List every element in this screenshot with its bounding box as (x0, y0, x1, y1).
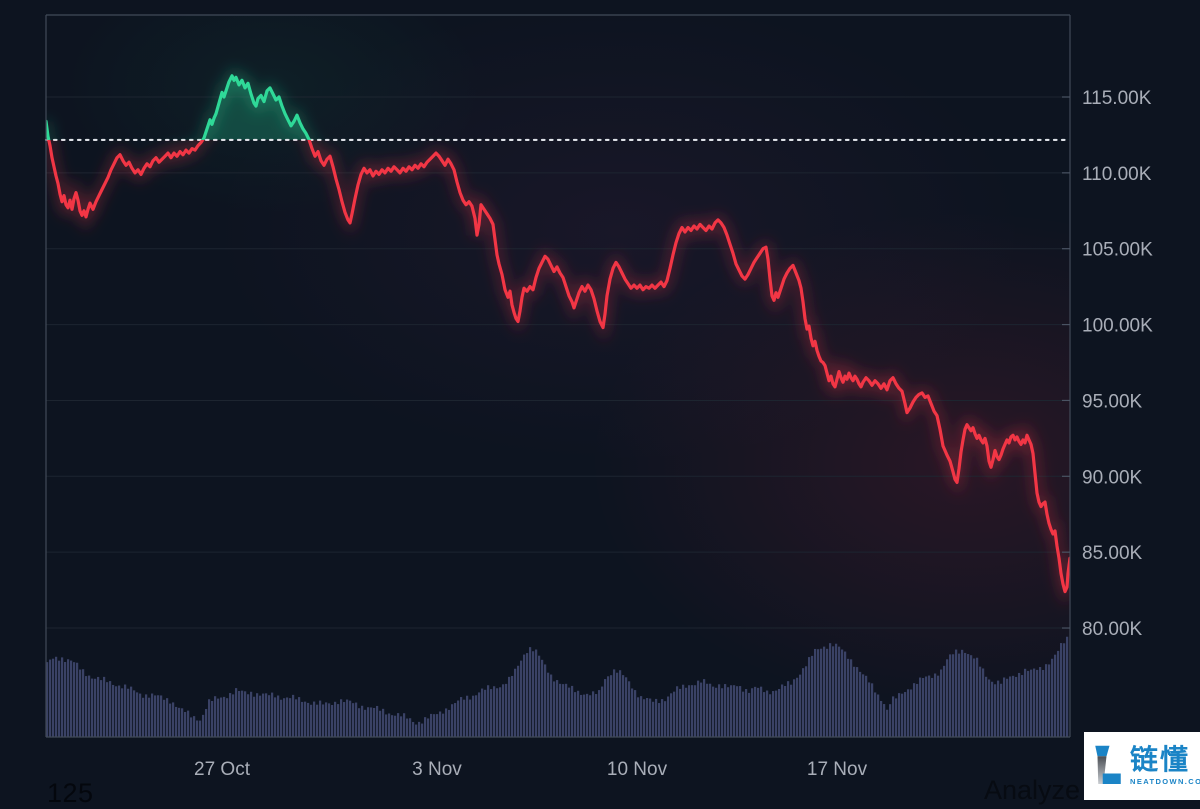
price-line-red (47, 139, 1070, 594)
watermark-logo: 链懂 NEATDOWN.COM (1084, 732, 1200, 800)
price-line-green (46, 74, 311, 140)
y-axis-label: 90.00K (1082, 467, 1143, 488)
plot-background (46, 15, 1070, 737)
footer-left-text: 125 (47, 778, 94, 808)
x-axis-label: 3 Nov (412, 759, 462, 780)
x-axis-label: 17 Nov (807, 759, 868, 780)
brand-name: 链懂 (1130, 744, 1191, 776)
analyze-label[interactable]: Analyze (984, 775, 1081, 805)
y-axis-label: 80.00K (1082, 619, 1143, 640)
y-axis-label: 95.00K (1082, 391, 1143, 412)
brand-l-icon (1095, 745, 1121, 784)
y-axis-label: 100.00K (1082, 316, 1153, 337)
y-axis-label: 85.00K (1082, 543, 1143, 564)
y-axis-label: 105.00K (1082, 240, 1153, 261)
green-area-fill (46, 75, 310, 140)
red-glow (46, 139, 1070, 606)
brand-site: NEATDOWN.COM (1130, 777, 1200, 787)
y-axis-label: 115.00K (1082, 88, 1152, 109)
x-axis-label: 10 Nov (607, 759, 668, 780)
y-axis-label: 110.00K (1082, 164, 1152, 185)
brand-mark-cap (1095, 745, 1110, 757)
x-axis-label: 27 Oct (194, 759, 251, 780)
volume-histogram (46, 636, 1069, 737)
green-glow (46, 66, 314, 140)
brand-mark-foot (1102, 773, 1121, 784)
brand-text: 链懂 NEATDOWN.COM (1130, 746, 1200, 786)
